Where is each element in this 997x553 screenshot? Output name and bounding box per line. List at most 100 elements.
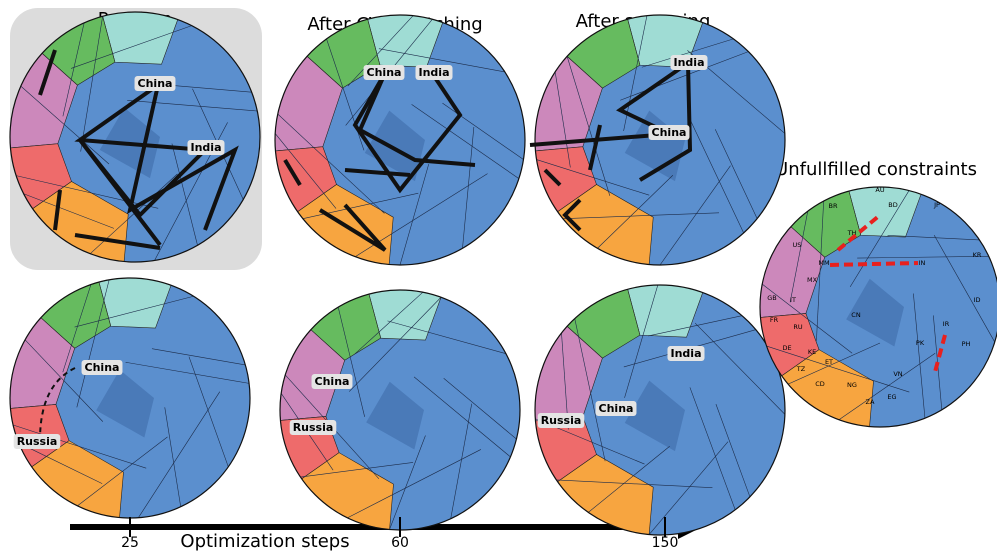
country-code: FR (770, 316, 779, 324)
cell-border (574, 318, 606, 462)
violated-constraint (836, 213, 882, 252)
cell-border (411, 104, 520, 179)
country-code: PK (916, 339, 925, 347)
cell-border (188, 356, 229, 467)
constraint-line (318, 203, 387, 252)
cell-border (77, 436, 168, 507)
cell-border (80, 16, 103, 152)
constraint-line (74, 233, 161, 250)
cell-border (766, 345, 910, 393)
cell-border (413, 376, 511, 458)
map-disk (274, 14, 526, 266)
cell-border (24, 339, 104, 422)
cell-border (23, 193, 115, 229)
axis-label: Optimization steps (180, 531, 349, 552)
country-code: MM (818, 259, 829, 267)
map-cells (275, 15, 525, 265)
cell-border (20, 85, 110, 165)
country-label: Russia (293, 421, 334, 434)
cell-border (337, 307, 365, 417)
cell-border (138, 391, 221, 518)
axis-tick-label: 150 (652, 535, 679, 551)
cell (96, 369, 154, 438)
cell-border (76, 279, 110, 408)
label-bg (13, 434, 61, 449)
cell (624, 380, 685, 452)
label-bg (670, 55, 708, 70)
cell-border (127, 100, 258, 112)
country-code: TZ (796, 365, 806, 373)
cell-border (762, 283, 853, 354)
map-disk (534, 284, 786, 536)
map-cells (10, 278, 250, 518)
cell-border (18, 442, 103, 484)
cell-border (597, 175, 674, 249)
cell-border (913, 293, 926, 419)
cell-border (70, 25, 192, 69)
cell-border (715, 404, 751, 497)
country-code: NG (847, 381, 857, 389)
constraint-line (352, 71, 463, 194)
move-path (39, 367, 76, 441)
country-code: RU (793, 323, 803, 331)
cell-border (849, 190, 910, 288)
disk-border (534, 284, 786, 536)
country-code: ID (974, 296, 981, 304)
map-cells (10, 12, 260, 262)
cell-border (300, 462, 414, 478)
map-cells (535, 285, 785, 535)
constraint-line (638, 62, 693, 182)
cell-border (347, 449, 482, 519)
cell-border (171, 143, 198, 246)
country-code: IT (790, 296, 796, 304)
cell-border (659, 165, 731, 265)
cell-border (275, 133, 337, 209)
cell (846, 278, 904, 347)
country-code: KE (808, 348, 816, 356)
cell (366, 381, 424, 450)
country-code: KR (973, 251, 982, 259)
cell-border (389, 435, 426, 530)
cell-border (624, 285, 659, 398)
cell-border (789, 211, 809, 303)
cell-border (689, 387, 736, 510)
country-code: VN (893, 370, 902, 378)
cell-border (302, 192, 419, 219)
cell-border (566, 56, 611, 196)
label-bg (363, 65, 405, 80)
cell-border (933, 234, 996, 343)
disk-border (9, 11, 261, 263)
country-label: China (367, 66, 402, 79)
country-code: ZA (866, 398, 875, 406)
label-bg (415, 65, 453, 80)
cell-border (857, 255, 989, 259)
country-code: EG (887, 393, 896, 401)
label-bg (289, 420, 337, 435)
cell-border (16, 175, 159, 209)
country-label: India (419, 66, 450, 79)
map-disk (759, 186, 997, 428)
country-label: China (138, 77, 173, 90)
violated-constraint (933, 334, 947, 373)
panel-title: Unfullfilled constraints (775, 159, 977, 180)
constraint-line (127, 84, 239, 231)
cell-border (556, 479, 713, 489)
country-code: ET (825, 358, 833, 366)
cell-border (399, 164, 430, 265)
disk-border (534, 14, 786, 266)
label-bg (595, 401, 637, 416)
map-cells (280, 290, 520, 530)
label-bg (667, 346, 705, 361)
cell-border (151, 348, 246, 366)
cell-border (838, 353, 936, 421)
cell-border (62, 22, 85, 117)
country-code: IR (943, 320, 950, 328)
cell-border (588, 445, 670, 513)
country-code: DE (782, 344, 791, 352)
cell-border (277, 113, 385, 214)
constraint-line (283, 158, 302, 187)
country-code: TH (847, 229, 857, 237)
cell-border (648, 315, 743, 337)
constraint-line (74, 83, 210, 247)
cell-border (641, 38, 734, 68)
